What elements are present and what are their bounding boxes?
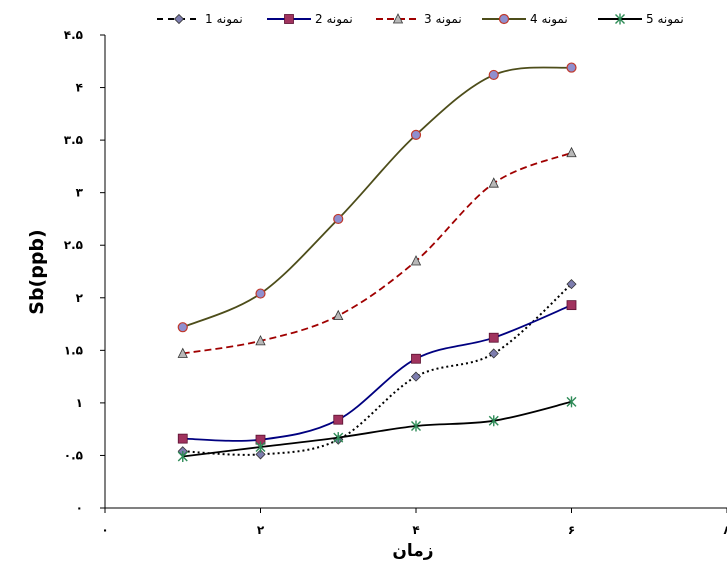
data-point [488, 332, 499, 343]
data-point [488, 177, 499, 188]
y-tick-label: ۲.۵ [64, 238, 83, 252]
legend-item-1: نمونه 1 [157, 12, 243, 27]
data-point [566, 146, 577, 158]
y-tick-label: ۴ [76, 81, 83, 95]
series-1-line [182, 283, 573, 456]
legend-label: نمونه 5 [646, 12, 684, 27]
series-2 [177, 300, 577, 445]
legend-label: نمونه 2 [315, 12, 353, 27]
data-point [333, 432, 344, 444]
y-tick-label: ۳.۵ [64, 133, 83, 147]
data-point [333, 309, 344, 321]
legend-item-4: نمونه 4 [482, 12, 568, 27]
series-5-line [182, 400, 572, 458]
data-point [177, 433, 188, 444]
y-tick-label: ۳ [76, 186, 84, 200]
data-point [333, 414, 344, 425]
y-axis-title: Sb(ppb) [26, 229, 48, 314]
data-point [410, 255, 422, 266]
legend-item-2: نمونه 2 [267, 12, 353, 27]
data-point [255, 449, 266, 460]
y-tick-label: ۰.۵ [64, 448, 83, 462]
y-tick-label: ۱.۵ [64, 343, 83, 357]
legend-marker [173, 13, 185, 25]
data-point [566, 396, 577, 408]
x-tick-label: ۴ [412, 523, 419, 537]
series-3 [177, 146, 577, 358]
series-4-line [182, 66, 572, 329]
y-tick-label: ۰ [76, 501, 83, 515]
data-point [177, 322, 188, 333]
x-tick-label: ۰ [101, 523, 108, 537]
legend: نمونه 1 نمونه 2 نمونه 3 نمونه 4 نمونه 5 [157, 12, 684, 27]
data-point [333, 213, 344, 225]
data-point [411, 420, 421, 432]
axes: ۰ ۰.۵ ۱ ۱.۵ ۲ ۲.۵ ۳ ۳.۵ ۴ ۴.۵ ۰ ۲ ۴ ۶ ۸ [64, 28, 727, 537]
data-point [410, 371, 422, 382]
legend-label: نمونه 4 [530, 12, 568, 27]
data-point [566, 279, 577, 290]
legend-item-5: نمونه 5 [598, 12, 684, 27]
legend-marker [615, 13, 625, 25]
y-tick-label: ۴.۵ [64, 28, 83, 42]
series-4 [177, 62, 577, 333]
data-point [411, 353, 421, 364]
x-tick-label: ۸ [723, 523, 727, 537]
series-group [177, 62, 577, 462]
x-tick-label: ۲ [257, 523, 265, 537]
legend-marker [284, 14, 294, 24]
data-point [488, 69, 499, 81]
data-point [255, 334, 266, 346]
legend-marker [392, 13, 404, 24]
data-point [177, 450, 188, 462]
legend-marker [498, 13, 510, 25]
data-point [255, 441, 266, 453]
data-point [488, 415, 499, 427]
x-tick-label: ۶ [568, 523, 575, 537]
legend-label: نمونه 3 [424, 12, 462, 27]
series-5 [177, 396, 577, 462]
data-point [177, 347, 188, 358]
y-tick-label: ۱ [76, 396, 83, 410]
data-point [410, 129, 422, 140]
legend-item-3: نمونه 3 [376, 12, 462, 27]
legend-label: نمونه 1 [205, 12, 243, 27]
data-point [488, 348, 499, 359]
data-point [566, 62, 577, 73]
data-point [255, 288, 266, 299]
x-axis-title: زمان [392, 541, 433, 561]
data-point [566, 300, 577, 311]
series-3-line [182, 151, 572, 355]
y-tick-label: ۲ [76, 291, 84, 305]
series-2-line [182, 304, 572, 442]
